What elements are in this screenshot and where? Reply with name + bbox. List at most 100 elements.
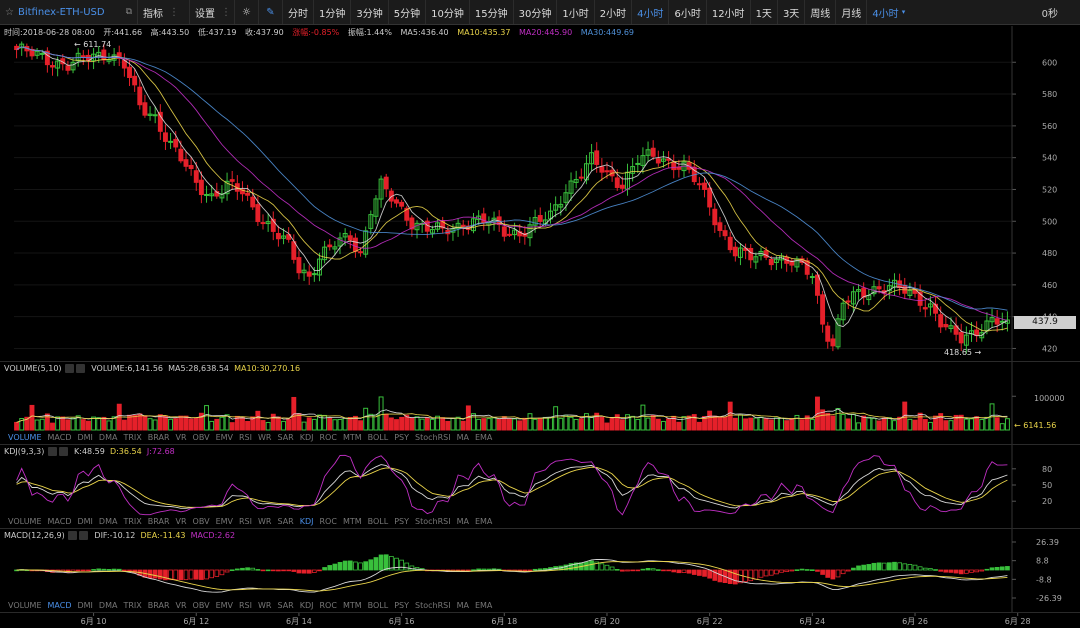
indicator-tab-vr[interactable]: VR [175,433,187,442]
indicator-tab-vr[interactable]: VR [175,601,187,610]
indicator-tab-macd[interactable]: MACD [47,517,72,526]
ma10-line [16,46,1008,332]
indicator-tab-sar[interactable]: SAR [277,601,294,610]
indicator-tab-stochrsi[interactable]: StochRSI [415,433,451,442]
settings-gear-icon[interactable] [68,531,78,540]
indicator-tab-dma[interactable]: DMA [98,601,118,610]
indicator-tab-psy[interactable]: PSY [394,517,410,526]
indicator-tab-obv[interactable]: OBV [192,517,210,526]
settings-button[interactable]: 设置 ⋮ [190,0,235,24]
indicator-tab-ema[interactable]: EMA [474,433,493,442]
indicator-tab-macd[interactable]: MACD [47,601,72,610]
star-icon[interactable]: ☆ [5,6,14,18]
volume-bar [548,416,553,431]
period-tab[interactable]: 4小时 [632,0,670,24]
candle-up [589,152,595,165]
close-icon[interactable] [76,364,86,373]
period-tab[interactable]: 3天 [778,0,806,24]
indicator-tab-sar[interactable]: SAR [277,517,294,526]
indicator-tab-boll[interactable]: BOLL [367,433,389,442]
period-dropdown[interactable]: 4小时 ▾ [867,0,910,24]
macd-hist-bar [342,560,348,571]
indicator-tab-brar[interactable]: BRAR [147,433,170,442]
indicator-tab-roc[interactable]: ROC [319,601,337,610]
theme-toggle-icon[interactable]: ☼ [235,0,259,24]
indicator-tab-sar[interactable]: SAR [277,433,294,442]
indicator-tab-wr[interactable]: WR [258,433,272,442]
draw-pen-icon[interactable]: ✎ [259,0,283,24]
indicator-tab-volume[interactable]: VOLUME [8,433,42,442]
candle-down [127,66,132,79]
indicator-tab-psy[interactable]: PSY [394,433,410,442]
period-tab[interactable]: 月线 [836,0,868,24]
indicator-tab-ma[interactable]: MA [456,433,469,442]
candle-down [255,204,261,223]
indicator-tab-dma[interactable]: DMA [98,517,118,526]
period-tab[interactable]: 1天 [751,0,778,24]
indicator-tab-stochrsi[interactable]: StochRSI [415,601,451,610]
volume-bar [60,416,66,431]
indicator-tab-trix[interactable]: TRIX [123,601,142,610]
indicator-tab-dma[interactable]: DMA [98,433,118,442]
indicator-tab-dmi[interactable]: DMI [77,433,93,442]
indicator-tab-mtm[interactable]: MTM [342,601,362,610]
indicator-tab-roc[interactable]: ROC [319,517,337,526]
indicator-tab-kdj[interactable]: KDJ [299,601,314,610]
period-tab[interactable]: 周线 [805,0,837,24]
period-tab[interactable]: 1小时 [557,0,595,24]
indicator-tab-emv[interactable]: EMV [215,433,233,442]
indicator-tab-volume[interactable]: VOLUME [8,601,42,610]
indicator-tab-psy[interactable]: PSY [394,601,410,610]
indicator-tab-obv[interactable]: OBV [192,433,210,442]
indicator-tab-dmi[interactable]: DMI [77,517,93,526]
period-tab[interactable]: 6小时 [669,0,707,24]
indicator-tab-ema[interactable]: EMA [474,517,493,526]
indicator-tab-macd[interactable]: MACD [47,433,72,442]
settings-gear-icon[interactable] [47,447,57,456]
indicator-tab-mtm[interactable]: MTM [342,517,362,526]
indicator-tab-vr[interactable]: VR [175,517,187,526]
indicator-tab-stochrsi[interactable]: StochRSI [415,517,451,526]
close-icon[interactable] [58,447,68,456]
indicator-tab-kdj[interactable]: KDJ [299,433,314,442]
volume-ma10-line [16,412,1008,423]
period-tab[interactable]: 2小时 [595,0,633,24]
indicator-tab-boll[interactable]: BOLL [367,601,389,610]
indicator-tab-rsi[interactable]: RSI [239,433,252,442]
external-link-icon[interactable]: ⧉ [125,7,132,17]
indicator-tab-rsi[interactable]: RSI [239,601,252,610]
indicator-tab-ema[interactable]: EMA [474,601,493,610]
symbol-selector[interactable]: ☆ Bitfinex-ETH-USD ⧉ [0,0,138,24]
indicator-tab-roc[interactable]: ROC [319,433,337,442]
indicator-tab-kdj[interactable]: KDJ [299,517,314,526]
close-icon[interactable] [79,531,89,540]
indicator-tab-ma[interactable]: MA [456,517,469,526]
indicator-button[interactable]: 指标 ⋮ [138,0,190,24]
volume-bar [404,414,410,431]
indicator-tab-volume[interactable]: VOLUME [8,517,42,526]
indicator-tab-dmi[interactable]: DMI [77,601,93,610]
indicator-tab-boll[interactable]: BOLL [367,517,389,526]
indicator-tab-trix[interactable]: TRIX [123,433,142,442]
settings-gear-icon[interactable] [65,364,75,373]
period-tab[interactable]: 15分钟 [470,0,514,24]
indicator-tab-brar[interactable]: BRAR [147,517,170,526]
period-tab[interactable]: 12小时 [707,0,751,24]
indicator-tab-emv[interactable]: EMV [215,601,233,610]
indicator-tab-ma[interactable]: MA [456,601,469,610]
indicator-tab-wr[interactable]: WR [258,601,272,610]
indicator-tab-mtm[interactable]: MTM [342,433,362,442]
indicator-tab-brar[interactable]: BRAR [147,601,170,610]
period-tab[interactable]: 5分钟 [389,0,427,24]
period-tab[interactable]: 分时 [283,0,314,24]
indicator-tab-emv[interactable]: EMV [215,517,233,526]
period-tab[interactable]: 3分钟 [351,0,389,24]
period-tab[interactable]: 30分钟 [514,0,558,24]
period-tab[interactable]: 1分钟 [314,0,352,24]
period-tab[interactable]: 10分钟 [426,0,470,24]
indicator-tab-wr[interactable]: WR [258,517,272,526]
indicator-tab-obv[interactable]: OBV [192,601,210,610]
indicator-tab-rsi[interactable]: RSI [239,517,252,526]
indicator-tab-trix[interactable]: TRIX [123,517,142,526]
